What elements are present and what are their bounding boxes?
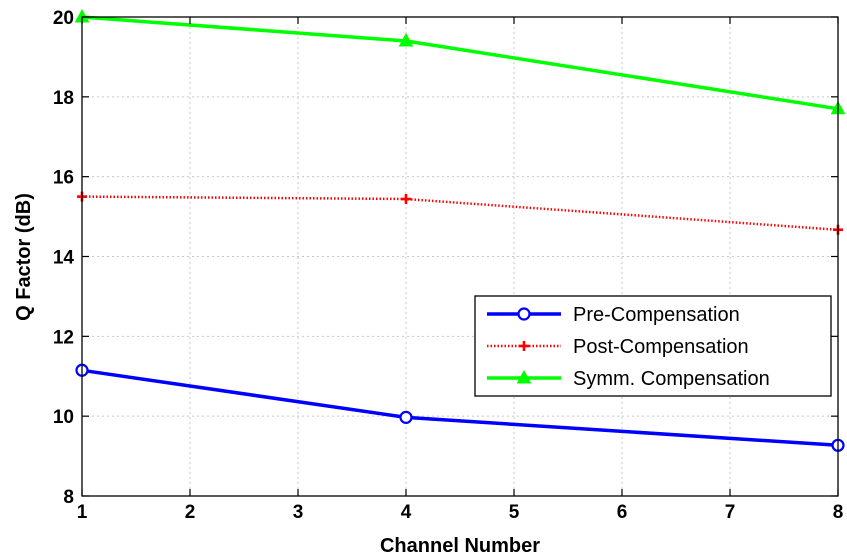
y-tick-label: 8 bbox=[63, 487, 74, 508]
plot-background bbox=[82, 17, 838, 496]
y-tick-label: 20 bbox=[53, 8, 74, 29]
legend-marker bbox=[517, 307, 531, 321]
series-layer bbox=[74, 8, 846, 452]
data-point bbox=[401, 194, 411, 205]
legend-label: Symm. Compensation bbox=[573, 368, 770, 390]
legend-marker bbox=[516, 369, 532, 384]
x-tick-label: 3 bbox=[293, 502, 304, 523]
legend-marker bbox=[519, 341, 529, 351]
legend-entry: Post-Compensation bbox=[487, 336, 749, 358]
data-point bbox=[398, 32, 414, 47]
series-line bbox=[81, 195, 839, 232]
legend-label: Pre-Compensation bbox=[573, 304, 740, 326]
y-tick-label: 10 bbox=[53, 407, 74, 428]
x-tick-label: 2 bbox=[185, 502, 196, 523]
x-tick-label: 1 bbox=[77, 502, 88, 523]
legend-label: Post-Compensation bbox=[573, 336, 749, 358]
x-tick-label: 4 bbox=[401, 502, 412, 523]
legend-entry: Symm. Compensation bbox=[487, 368, 770, 390]
x-tick-label: 5 bbox=[509, 502, 520, 523]
y-tick-label: 12 bbox=[53, 327, 74, 348]
y-tick-label: 18 bbox=[53, 88, 74, 109]
y-tick-label: 14 bbox=[53, 248, 75, 269]
data-point bbox=[399, 410, 413, 424]
y-axis-label: Q Factor (dB) bbox=[13, 193, 35, 321]
x-tick-label: 8 bbox=[833, 502, 844, 523]
legend-entry: Pre-Compensation bbox=[487, 304, 740, 326]
x-tick-label: 7 bbox=[725, 502, 736, 523]
x-axis-label: Channel Number bbox=[380, 535, 540, 557]
x-tick-label: 6 bbox=[617, 502, 628, 523]
legend: Pre-Compensation Post-Compensation Symm. C… bbox=[474, 295, 832, 397]
y-tick-label: 16 bbox=[53, 168, 74, 189]
